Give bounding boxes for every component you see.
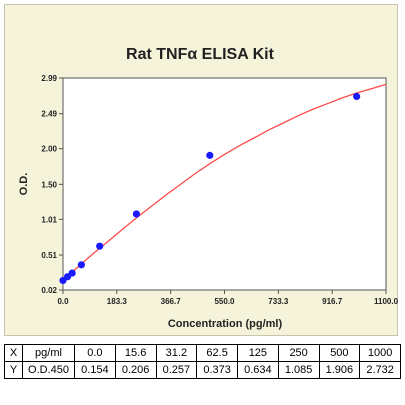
y-tick-label: 0.51 [41, 251, 57, 260]
y-tick-label: 0.02 [41, 286, 57, 295]
table-cell: pg/ml [22, 344, 75, 362]
y-tick-label: 2.49 [41, 110, 57, 119]
data-point [353, 92, 361, 101]
table-cell: 0.257 [155, 361, 198, 379]
y-axis-label: O.D. [18, 173, 30, 196]
x-tick-label: 366.7 [161, 297, 182, 306]
table-cell: 62.5 [196, 344, 238, 362]
table-cell: 0.373 [196, 361, 238, 379]
table-cell: 0.206 [114, 361, 157, 379]
table-cell: 250 [277, 344, 320, 362]
table-cell: 31.2 [155, 344, 198, 362]
table-cell: O.D.450 [22, 361, 75, 379]
x-tick-label: 916.7 [322, 297, 343, 306]
y-tick-label: 1.50 [41, 180, 57, 189]
table-cell: 2.732 [359, 361, 401, 379]
fit-curve [62, 83, 387, 281]
chart-title: Rat TNFα ELISA Kit [126, 46, 275, 63]
y-tick-label: 2.00 [41, 145, 57, 154]
data-point [77, 261, 85, 269]
y-tick-label: 1.01 [41, 215, 57, 224]
table-cell: 500 [318, 344, 361, 362]
table-cell: 0.634 [237, 361, 279, 379]
table-cell: X [4, 344, 23, 362]
x-tick-label: 550.0 [214, 297, 235, 306]
table-cell: 0.0 [74, 344, 116, 362]
x-tick-label: 183.3 [107, 297, 128, 306]
table-cell: 1.906 [318, 361, 361, 379]
table-cell: Y [4, 361, 23, 379]
table-cell: 1.085 [277, 361, 320, 379]
data-point [96, 242, 104, 250]
x-tick-label: 733.3 [268, 297, 289, 306]
data-point [132, 210, 141, 218]
plot-area [62, 77, 387, 291]
table-cell: 125 [237, 344, 279, 362]
x-axis-label: Concentration (pg/ml) [168, 318, 283, 330]
data-point [68, 269, 76, 277]
table-row: Y O.D.450 0.154 0.206 0.257 0.373 0.634 1.085 1.… [4, 361, 401, 379]
table-cell: 1000 [359, 344, 401, 362]
table-cell: 15.6 [114, 344, 157, 362]
data-point [206, 151, 214, 159]
chart: Rat TNFα ELISA Kit 0.02 0.51 1.01 1.50 2.00 2… [18, 46, 399, 330]
y-tick-label: 2.99 [41, 74, 57, 83]
x-tick-label: 1100.0 [374, 297, 399, 306]
table-cell: 0.154 [74, 361, 116, 379]
x-tick-label: 0.0 [57, 297, 69, 306]
chart-panel: Rat TNFα ELISA Kit 0.02 0.51 1.01 1.50 2.00 2… [4, 4, 399, 336]
